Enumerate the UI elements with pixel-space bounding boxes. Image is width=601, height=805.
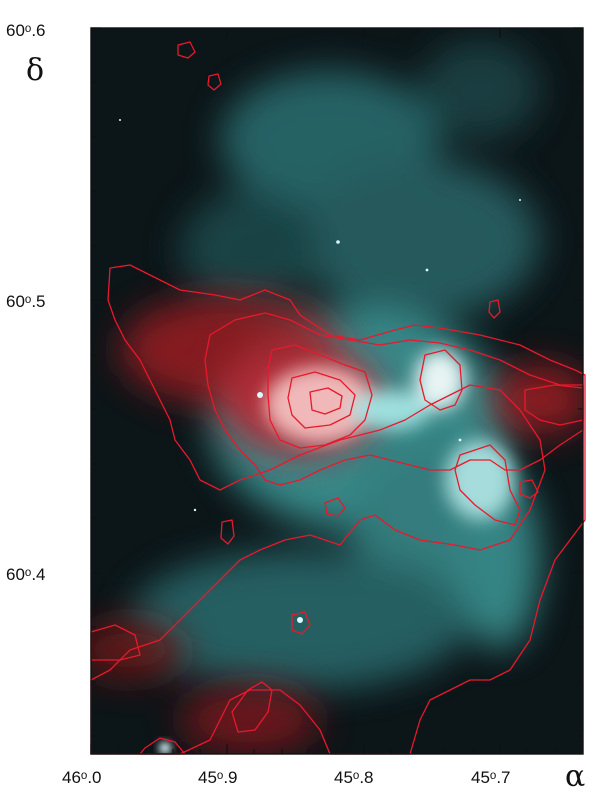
emission-contours: [90, 41, 586, 755]
contour-outer: [90, 264, 586, 755]
y-tick-label: 60ᵒ.6: [6, 21, 46, 40]
x-tick-label: 46ᵒ.0: [62, 768, 102, 787]
contour-small-4: [324, 497, 346, 517]
x-tick-label: 45ᵒ.9: [198, 768, 238, 787]
y-tick-labels: 60ᵒ.6 60ᵒ.5 60ᵒ.4: [6, 21, 46, 584]
right-ascension-symbol: α: [565, 759, 585, 794]
contour-east-bulge: [454, 444, 521, 526]
x-tick-label: 45ᵒ.8: [334, 768, 374, 787]
y-tick-label: 60ᵒ.5: [6, 292, 46, 311]
contour-small-5: [220, 519, 235, 545]
contour-level-3: [267, 344, 373, 449]
contour-small-7: [519, 479, 539, 499]
contour-small-1: [177, 41, 196, 59]
contour-level-2: [204, 312, 584, 486]
contour-south-1: [231, 681, 273, 733]
contour-small-3: [488, 299, 501, 319]
infrared-image: [91, 28, 583, 754]
contour-level-5: [309, 387, 343, 415]
declination-symbol: δ: [26, 53, 44, 88]
plot-frame: [90, 27, 584, 755]
contour-south-2: [139, 737, 186, 755]
x-tick-label: 45ᵒ.7: [471, 768, 511, 787]
contour-small-6: [291, 611, 311, 635]
contour-level-4: [287, 371, 356, 429]
tick-marks: [90, 27, 583, 754]
x-tick-labels: 46ᵒ.0 45ᵒ.9 45ᵒ.8 45ᵒ.7: [62, 768, 511, 787]
contour-east-lobe: [524, 384, 584, 426]
stars: [119, 119, 521, 754]
contour-small-2: [207, 73, 222, 91]
contour-core-east: [419, 349, 463, 411]
y-tick-label: 60ᵒ.4: [6, 565, 46, 584]
